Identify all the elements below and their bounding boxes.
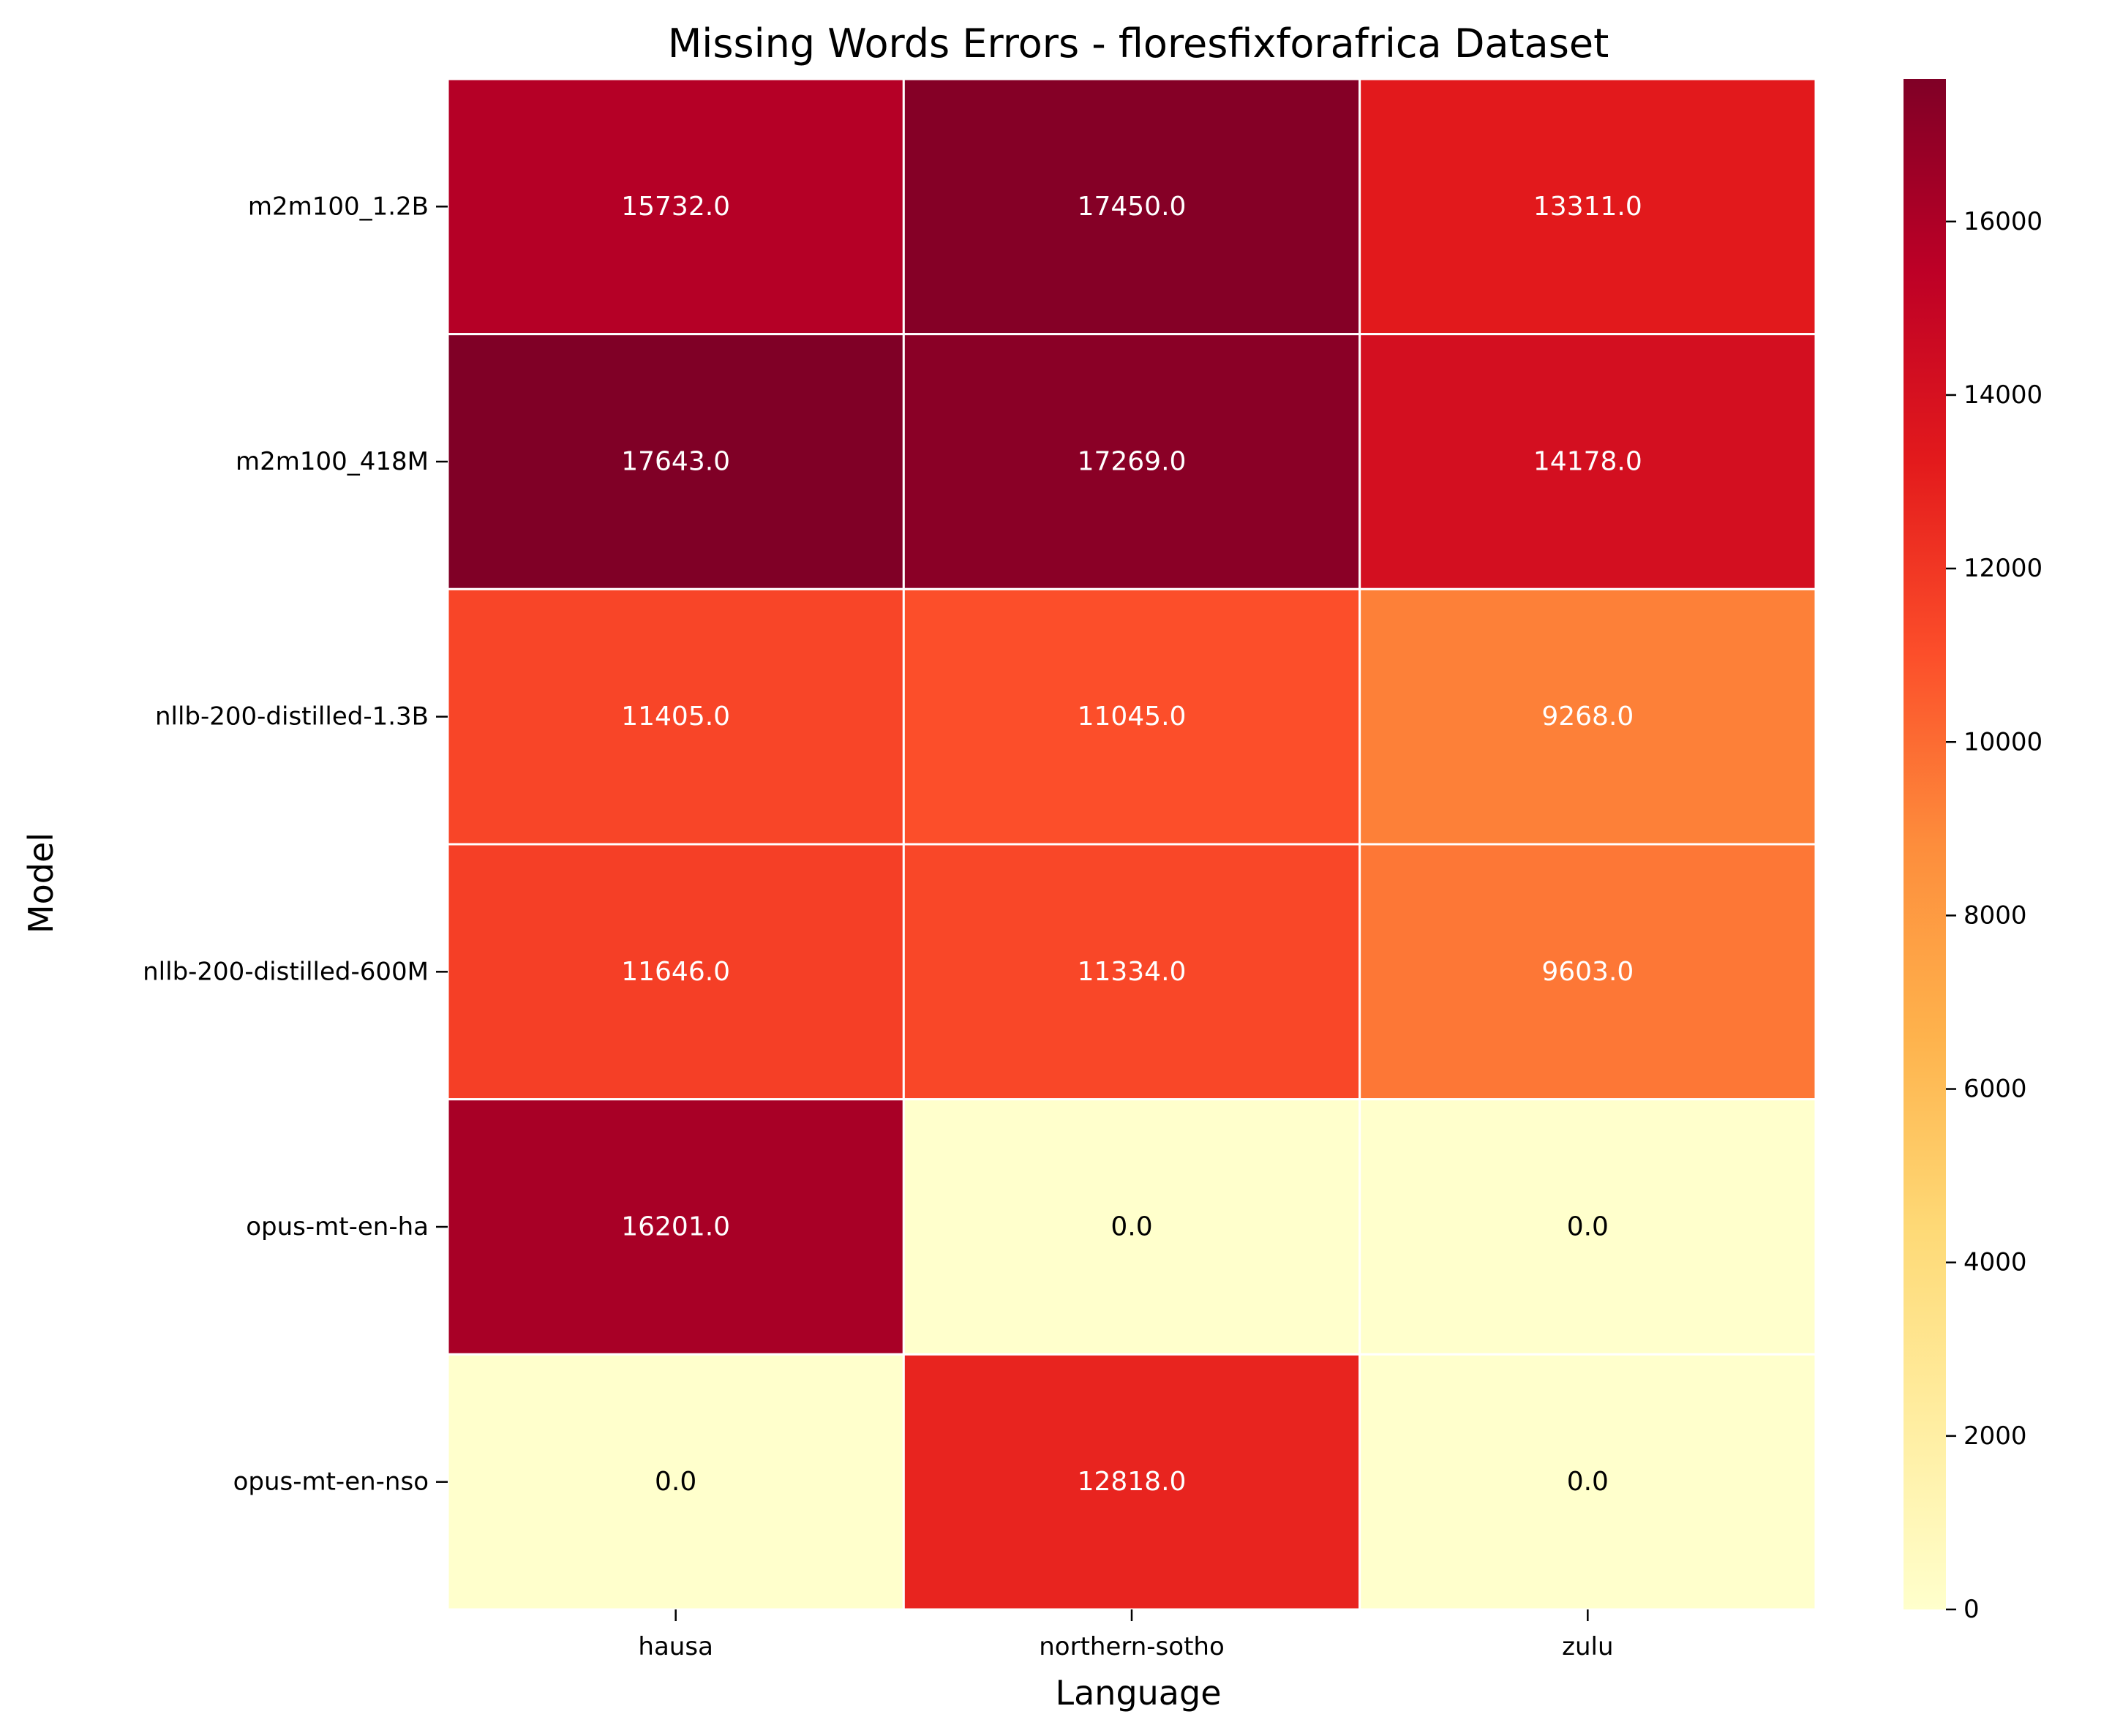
heatmap-cell [902,587,1361,846]
heatmap-cell [1358,843,1817,1101]
colorbar-tick-label: 16000 [1963,207,2043,236]
heatmap-value-labels: 15732.0 17450.0 13311.0 17643.0 17269.0 14178… [621,192,1642,1497]
heatmap-cell [446,78,905,336]
colorbar-tick-label: 14000 [1963,380,2043,410]
heatmap-cell [446,333,905,590]
cell-value-label: 14178.0 [1533,447,1642,477]
colorbar-tick-label: 2000 [1963,1421,2027,1451]
cell-value-label: 15732.0 [621,192,730,222]
cell-value-label: 9268.0 [1541,702,1634,732]
x-tick-label: hausa [638,1632,713,1661]
cell-value-label: 11646.0 [621,957,730,987]
y-axis-label: Model [21,833,61,933]
heatmap-cell [446,843,905,1101]
chart-title: Missing Words Errors - floresfixforafric… [668,20,1609,67]
cell-value-label: 0.0 [655,1467,696,1497]
colorbar-tick-label: 6000 [1963,1075,2027,1104]
heatmap-cell [902,1098,1361,1356]
cell-value-label: 0.0 [1567,1467,1609,1497]
heatmap-cell [1358,1098,1817,1356]
y-tick-label: m2m100_1.2B [248,192,429,221]
cell-value-label: 0.0 [1111,1212,1152,1242]
cell-value-label: 13311.0 [1533,192,1642,222]
cell-value-label: 16201.0 [621,1212,730,1242]
colorbar-ticks: 0 2000 4000 6000 8000 10000 12000 14000 16000 [1946,207,2043,1624]
heatmap-cell [1358,333,1817,590]
heatmap-cell [446,587,905,846]
y-tick-label: opus-mt-en-nso [233,1468,429,1497]
cell-value-label: 11405.0 [621,702,730,732]
cell-value-label: 11334.0 [1078,957,1187,987]
colorbar [1904,79,1946,1609]
cell-value-label: 12818.0 [1078,1467,1187,1497]
cell-value-label: 11045.0 [1078,702,1187,732]
heatmap-cell [902,78,1361,336]
x-tick-label: northern-sotho [1039,1632,1225,1661]
heatmap-cell [902,333,1361,590]
x-axis-ticks: hausa northern-sotho zulu [638,1609,1614,1661]
heatmap-cell [1358,1353,1817,1611]
heatmap-cell [1358,78,1817,336]
cell-value-label: 17450.0 [1078,192,1187,222]
colorbar-tick-label: 4000 [1963,1248,2027,1277]
y-tick-label: nllb-200-distilled-600M [143,957,429,986]
cell-value-label: 17643.0 [621,447,730,477]
cell-value-label: 0.0 [1567,1212,1609,1242]
cell-value-label: 9603.0 [1541,957,1634,987]
y-tick-label: nllb-200-distilled-1.3B [155,702,429,732]
y-axis-ticks: m2m100_1.2B m2m100_418M nllb-200-distilled… [143,192,448,1497]
colorbar-tick-label: 10000 [1963,727,2043,756]
x-axis-label: Language [1055,1673,1221,1713]
colorbar-tick-label: 12000 [1963,554,2043,583]
heatmap-cell [446,1098,905,1356]
colorbar-tick-label: 8000 [1963,901,2027,930]
x-tick-label: zulu [1562,1632,1613,1661]
y-tick-label: opus-mt-en-ha [246,1212,429,1241]
cell-value-label: 17269.0 [1078,447,1187,477]
colorbar-tick-label: 0 [1963,1595,1980,1624]
heatmap-cells [446,78,1817,1611]
heatmap-cell [902,1353,1361,1611]
y-tick-label: m2m100_418M [236,447,429,476]
